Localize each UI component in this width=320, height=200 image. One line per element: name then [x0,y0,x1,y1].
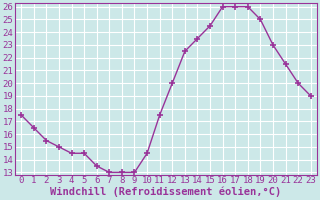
X-axis label: Windchill (Refroidissement éolien,°C): Windchill (Refroidissement éolien,°C) [50,187,282,197]
